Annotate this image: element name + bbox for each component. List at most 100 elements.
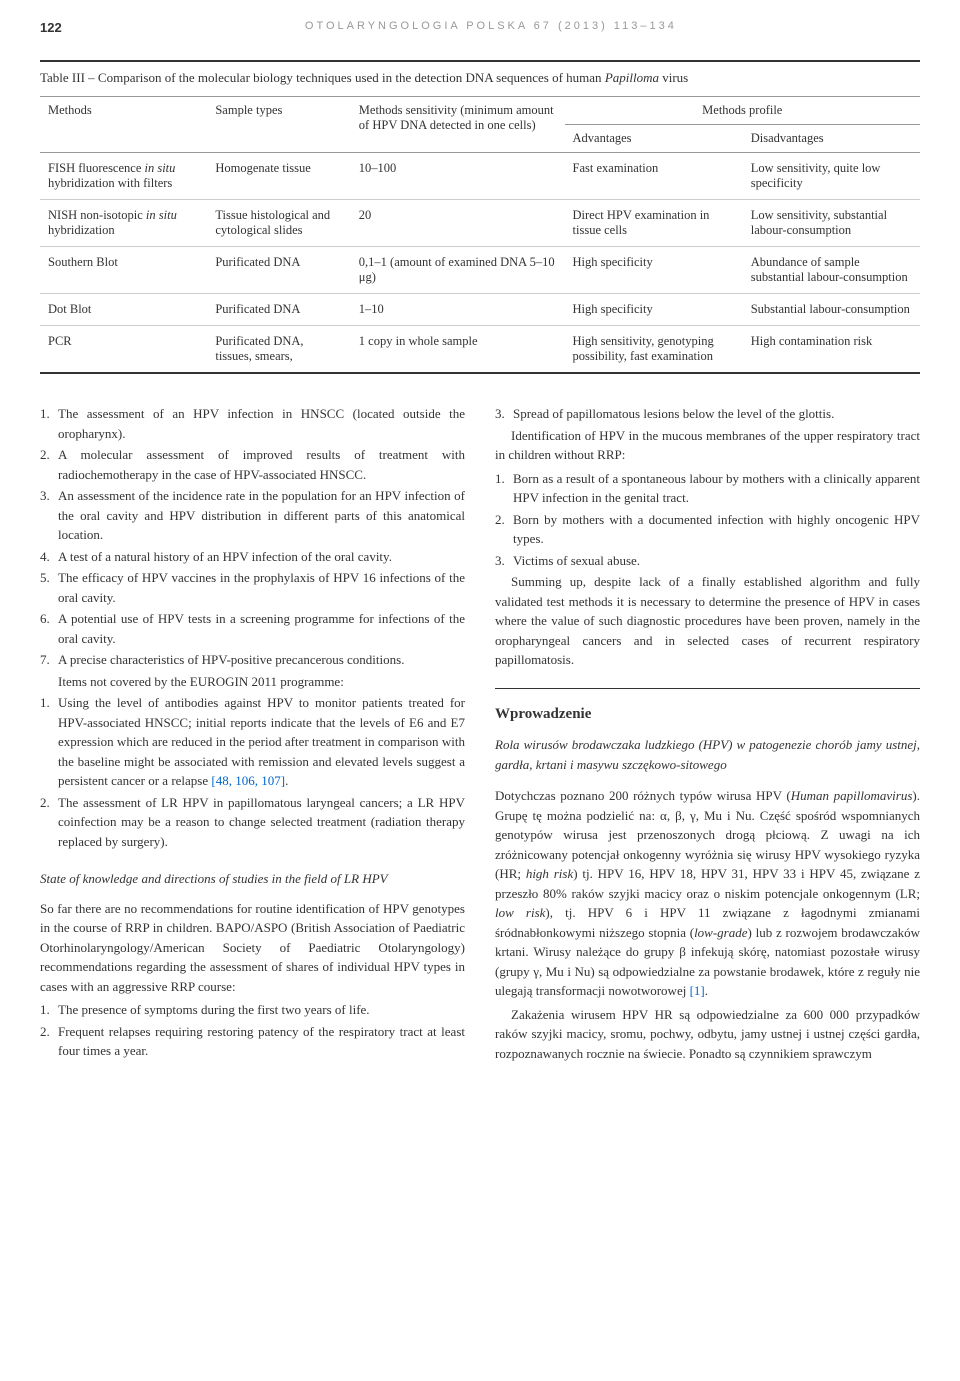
lr-hpv-para: So far there are no recommendations for … [40,899,465,997]
right-column: 3.Spread of papillomatous lesions below … [495,404,920,1067]
list-item: 5.The efficacy of HPV vaccines in the pr… [40,568,465,607]
table-iii: Table III – Comparison of the molecular … [40,60,920,374]
table-title-prefix: Table III – Comparison of the molecular … [40,70,605,85]
cell-method: PCR [40,326,207,373]
page-number: 122 [40,20,62,35]
list-number: 1. [40,1000,58,1020]
journal-name: OTOLARYNGOLOGIA POLSKA 67 (2013) 113–134 [62,20,920,35]
cell-sensitivity: 10–100 [351,153,565,200]
two-column-body: 1.The assessment of an HPV infection in … [40,404,920,1067]
cell-sensitivity: 0,1–1 (amount of examined DNA 5–10 μg) [351,247,565,294]
list-number: 6. [40,609,58,648]
table-row: NISH non-isotopic in situ hybridizationT… [40,200,920,247]
list-number: 1. [40,693,58,791]
list-number: 3. [495,404,513,424]
list-text: Using the level of antibodies against HP… [58,693,465,791]
table-title-suffix: virus [659,70,688,85]
cell-disadvantages: Low sensitivity, quite low specificity [743,153,920,200]
cell-sample: Purificated DNA [207,294,350,326]
list-number: 2. [495,510,513,549]
list-number: 2. [40,445,58,484]
list-text: A potential use of HPV tests in a screen… [58,609,465,648]
col-sample: Sample types [207,97,350,153]
ref-1: [1] [690,983,705,998]
cell-disadvantages: Abundance of sample substantial labour-c… [743,247,920,294]
list-text: The assessment of an HPV infection in HN… [58,404,465,443]
list-item: 3.An assessment of the incidence rate in… [40,486,465,545]
list-number: 3. [40,486,58,545]
cell-method: Dot Blot [40,294,207,326]
table-row: FISH fluorescence in situ hybridization … [40,153,920,200]
col-advantages: Advantages [565,125,743,153]
list-item: 2.Frequent relapses requiring restoring … [40,1022,465,1061]
list-number: 1. [495,469,513,508]
cell-sample: Homogenate tissue [207,153,350,200]
comparison-table: Methods Sample types Methods sensitivity… [40,96,920,372]
cell-disadvantages: Substantial labour-consumption [743,294,920,326]
list-text: Spread of papillomatous lesions below th… [513,404,920,424]
list-number: 1. [40,404,58,443]
col-methods: Methods [40,97,207,153]
cell-disadvantages: Low sensitivity, substantial labour-cons… [743,200,920,247]
summary-para: Summing up, despite lack of a finally es… [495,572,920,670]
cell-method: Southern Blot [40,247,207,294]
list-item: 1.Born as a result of a spontaneous labo… [495,469,920,508]
list-text: Frequent relapses requiring restoring pa… [58,1022,465,1061]
list-text: Born as a result of a spontaneous labour… [513,469,920,508]
col-sensitivity: Methods sensitivity (minimum amount of H… [351,97,565,153]
cell-advantages: Fast examination [565,153,743,200]
list-text: A precise characteristics of HPV-positiv… [58,650,465,670]
list-text: The assessment of LR HPV in papillomatou… [58,793,465,852]
list-text: An assessment of the incidence rate in t… [58,486,465,545]
list-number: 2. [40,793,58,852]
col-profile: Methods profile [565,97,920,125]
cell-advantages: High sensitivity, genotyping possibility… [565,326,743,373]
rola-subheading: Rola wirusów brodawczaka ludzkiego (HPV)… [495,735,920,774]
cell-method: NISH non-isotopic in situ hybridization [40,200,207,247]
list-item: 2.Born by mothers with a documented infe… [495,510,920,549]
list-number: 4. [40,547,58,567]
list-item: 2.The assessment of LR HPV in papillomat… [40,793,465,852]
col-disadvantages: Disadvantages [743,125,920,153]
cell-method: FISH fluorescence in situ hybridization … [40,153,207,200]
list-item: 3.Victims of sexual abuse. [495,551,920,571]
items-not-covered: Items not covered by the EUROGIN 2011 pr… [58,672,465,692]
list-text: The efficacy of HPV vaccines in the prop… [58,568,465,607]
list-item: 2.A molecular assessment of improved res… [40,445,465,484]
dotychczas-para: Dotychczas poznano 200 różnych typów wir… [495,786,920,1001]
page-header: 122 OTOLARYNGOLOGIA POLSKA 67 (2013) 113… [40,20,920,35]
cell-sensitivity: 1–10 [351,294,565,326]
cell-sensitivity: 1 copy in whole sample [351,326,565,373]
left-column: 1.The assessment of an HPV infection in … [40,404,465,1067]
list-item: 3.Spread of papillomatous lesions below … [495,404,920,424]
table-row: PCRPurificated DNA, tissues, smears,1 co… [40,326,920,373]
zakazenia-para: Zakażenia wirusem HPV HR są odpowiedzial… [495,1005,920,1064]
list-text: A molecular assessment of improved resul… [58,445,465,484]
list-item: 4.A test of a natural history of an HPV … [40,547,465,567]
table-title-italic: Papilloma [605,70,659,85]
list-item: 1.The assessment of an HPV infection in … [40,404,465,443]
list-text: Born by mothers with a documented infect… [513,510,920,549]
list-number: 3. [495,551,513,571]
list-text: Victims of sexual abuse. [513,551,920,571]
table-row: Dot BlotPurificated DNA1–10High specific… [40,294,920,326]
list-number: 7. [40,650,58,670]
table-row: Southern BlotPurificated DNA0,1–1 (amoun… [40,247,920,294]
identification-para: Identification of HPV in the mucous memb… [495,426,920,465]
cell-advantages: Direct HPV examination in tissue cells [565,200,743,247]
cell-advantages: High specificity [565,247,743,294]
list-text: The presence of symptoms during the firs… [58,1000,465,1020]
list-item: 6.A potential use of HPV tests in a scre… [40,609,465,648]
list-number: 5. [40,568,58,607]
table-title: Table III – Comparison of the molecular … [40,62,920,96]
cell-advantages: High specificity [565,294,743,326]
list-item: 7.A precise characteristics of HPV-posit… [40,650,465,670]
list-number: 2. [40,1022,58,1061]
cell-sensitivity: 20 [351,200,565,247]
cell-sample: Tissue histological and cytological slid… [207,200,350,247]
cell-disadvantages: High contamination risk [743,326,920,373]
cell-sample: Purificated DNA [207,247,350,294]
cell-sample: Purificated DNA, tissues, smears, [207,326,350,373]
list-item: 1.Using the level of antibodies against … [40,693,465,791]
lr-hpv-heading: State of knowledge and directions of stu… [40,869,465,889]
